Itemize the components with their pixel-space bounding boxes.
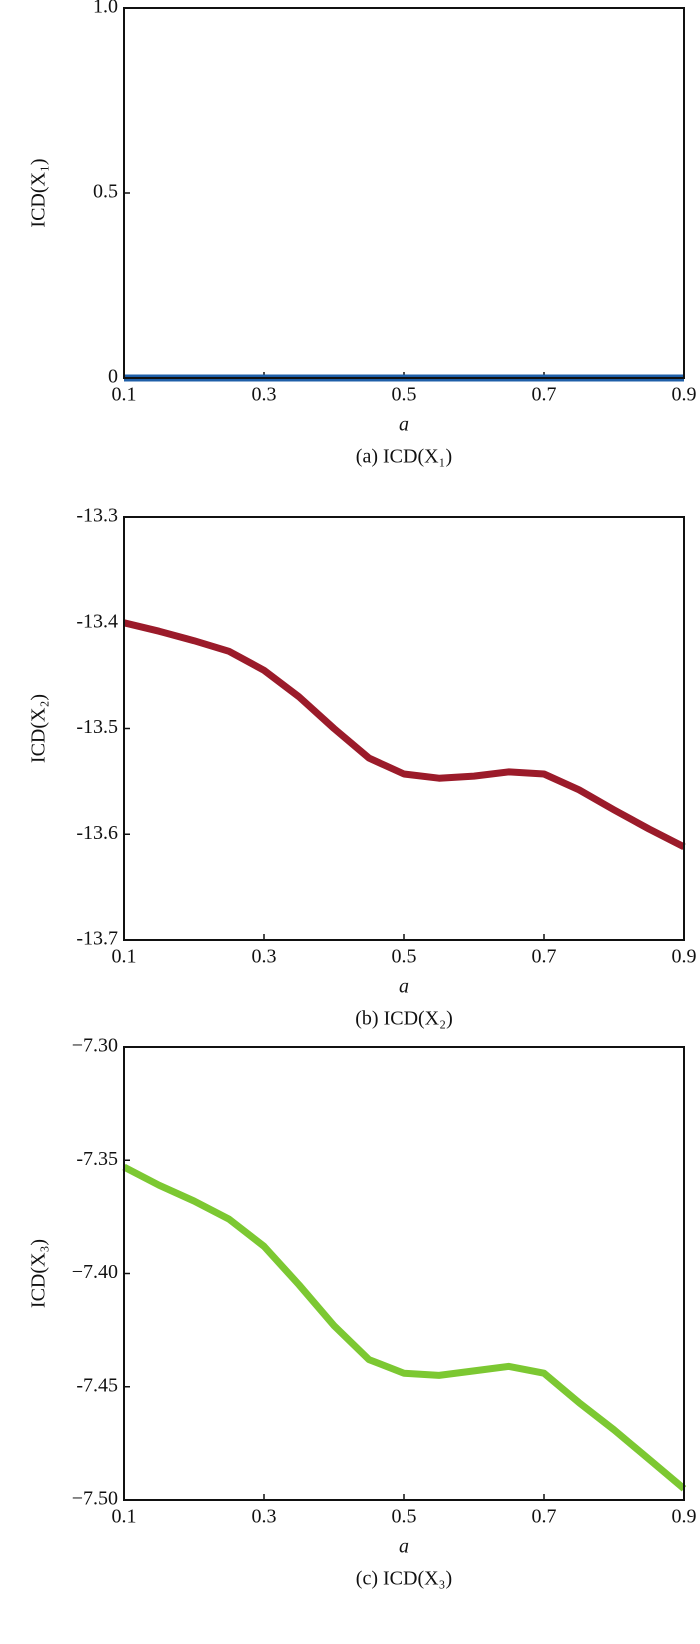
y-tick-label: 1.0: [93, 0, 118, 18]
x-axis-label: a: [399, 414, 409, 436]
x-tick-label: 0.9: [672, 946, 697, 968]
x-tick-label: 0.7: [532, 384, 557, 406]
y-tick-label: 0: [108, 366, 118, 388]
x-tick-label: 0.1: [112, 384, 137, 406]
x-tick-label: 0.1: [112, 946, 137, 968]
x-tick-label: 0.9: [672, 1506, 697, 1528]
plot-frame: [123, 7, 685, 379]
x-tick-label: 0.1: [112, 1506, 137, 1528]
x-tick-label: 0.3: [252, 384, 277, 406]
y-tick-label: -7.35: [76, 1148, 118, 1170]
y-tick-label: -13.4: [76, 610, 118, 632]
x-tick-label: 0.9: [672, 384, 697, 406]
x-tick-label: 0.7: [532, 1506, 557, 1528]
y-axis-label: ICD(X₃): [28, 1239, 50, 1308]
caption: (b) ICD(X₂): [355, 1008, 453, 1030]
x-tick-label: 0.3: [252, 946, 277, 968]
x-axis-label: a: [399, 976, 409, 998]
x-tick-label: 0.5: [392, 384, 417, 406]
caption: (c) ICD(X₃): [356, 1568, 452, 1590]
y-tick-label: -13.3: [76, 505, 118, 527]
line: [122, 1163, 687, 1492]
y-tick-label: −7.30: [72, 1035, 118, 1057]
x-tick-label: 0.5: [392, 946, 417, 968]
plot-frame: [123, 516, 685, 941]
x-tick-label: 0.5: [392, 1506, 417, 1528]
plot-frame: [123, 1046, 685, 1501]
line: [123, 619, 686, 851]
y-axis-label: ICD(X₂): [28, 694, 50, 763]
x-axis-label: a: [399, 1536, 409, 1558]
y-tick-label: -13.6: [76, 822, 118, 844]
x-tick-label: 0.3: [252, 1506, 277, 1528]
caption: (a) ICD(X₁): [356, 446, 452, 468]
y-tick-label: -13.5: [76, 716, 118, 738]
y-axis-label: ICD(X₁): [28, 158, 50, 227]
y-tick-label: 0.5: [93, 181, 118, 203]
x-tick-label: 0.7: [532, 946, 557, 968]
y-tick-label: -7.45: [76, 1374, 118, 1396]
y-tick-label: −7.50: [72, 1488, 118, 1510]
y-tick-label: −7.40: [72, 1261, 118, 1283]
y-tick-label: -13.7: [76, 928, 118, 950]
